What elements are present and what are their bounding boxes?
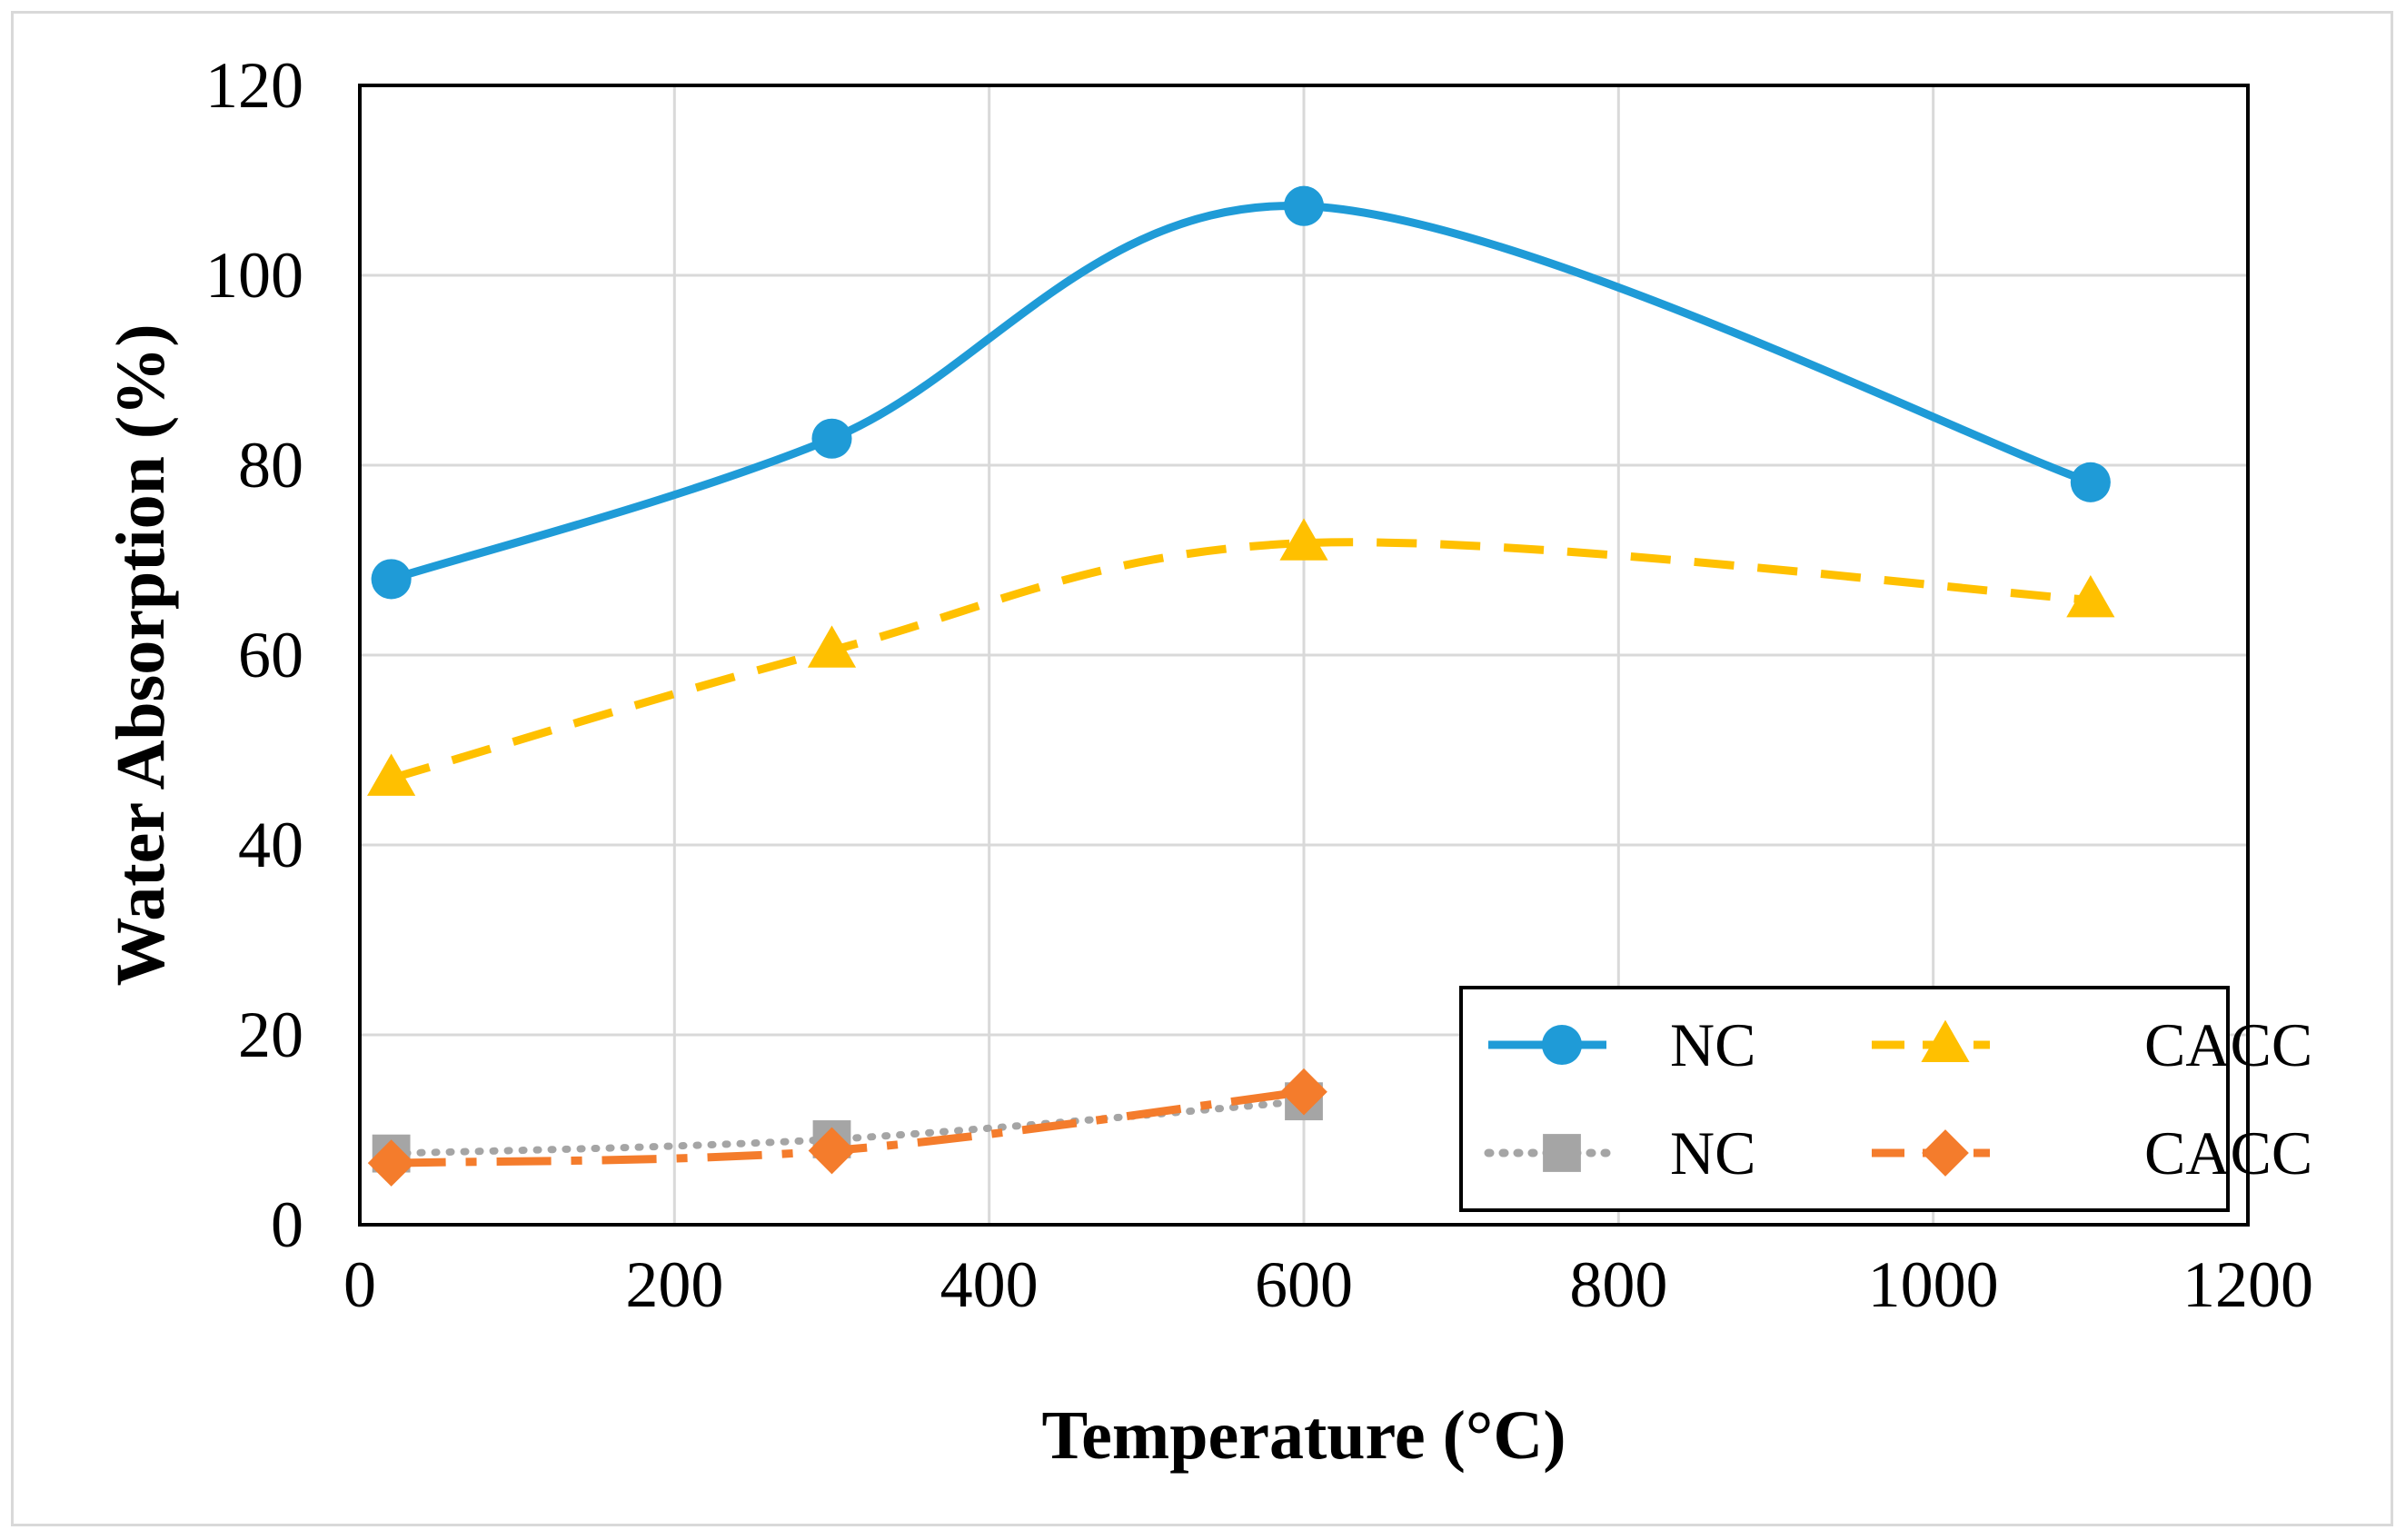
x-axis-title: Temperature (°C) [1041, 1397, 1566, 1474]
data-point-triangle [2066, 575, 2115, 618]
data-point-diamond [1280, 1068, 1327, 1116]
x-tick-label: 800 [1569, 1248, 1667, 1321]
y-tick-label: 0 [271, 1188, 303, 1261]
data-point-triangle [367, 753, 416, 796]
legend-entry: CACC [1872, 1118, 2312, 1187]
legend-marker-diamond [1922, 1129, 1969, 1177]
legend-marker-triangle [1921, 1019, 1970, 1062]
data-point-circle [811, 418, 852, 459]
y-tick-label: 120 [205, 49, 303, 122]
data-point-circle [2070, 462, 2111, 502]
y-tick-label: 100 [205, 239, 303, 312]
plot-area-border [358, 84, 2250, 1227]
x-tick-label: 400 [940, 1248, 1039, 1321]
series-cacc-triangle [367, 518, 2115, 796]
y-tick-label: 40 [238, 809, 303, 881]
series-line [390, 538, 2092, 783]
x-tick-label: 1200 [2182, 1248, 2313, 1321]
data-point-circle [371, 559, 412, 600]
x-tick-label: 600 [1255, 1248, 1353, 1321]
x-tick-label: 200 [625, 1248, 723, 1321]
y-tick-label: 20 [238, 999, 303, 1071]
legend-entry: NC [1488, 1010, 1755, 1079]
legend-label: NC [1670, 1010, 1755, 1079]
legend-entry: NC [1484, 1118, 1755, 1187]
legend-label: CACC [2144, 1118, 2312, 1187]
chart-frame [11, 11, 2393, 1526]
series-line [390, 202, 2093, 583]
legend-label: CACC [2144, 1010, 2312, 1079]
tick-labels: 0 200 400 600 800 1000 1200 0 20 40 60 80 100 120 [205, 49, 2313, 1321]
legend-marker-square [1543, 1134, 1581, 1172]
legend-box [1459, 986, 2230, 1212]
legend: NC CACC NC CACC [1459, 986, 2312, 1212]
series-layer [367, 185, 2115, 1187]
y-tick-label: 80 [238, 429, 303, 502]
y-axis-title: Water Absorption (%) [103, 323, 179, 986]
data-point-triangle [807, 625, 857, 668]
legend-entry: CACC [1872, 1010, 2312, 1079]
series-nc-circle [371, 185, 2111, 600]
x-tick-label: 0 [343, 1248, 376, 1321]
legend-marker-circle [1541, 1024, 1583, 1066]
data-point-diamond [367, 1139, 415, 1187]
series-cacc-diamond [367, 1068, 1327, 1187]
x-tick-label: 1000 [1868, 1248, 1999, 1321]
legend-label: NC [1670, 1118, 1755, 1187]
y-tick-label: 60 [238, 619, 303, 691]
data-point-triangle [1279, 518, 1328, 561]
data-point-circle [1283, 185, 1325, 226]
data-point-diamond [808, 1127, 856, 1175]
